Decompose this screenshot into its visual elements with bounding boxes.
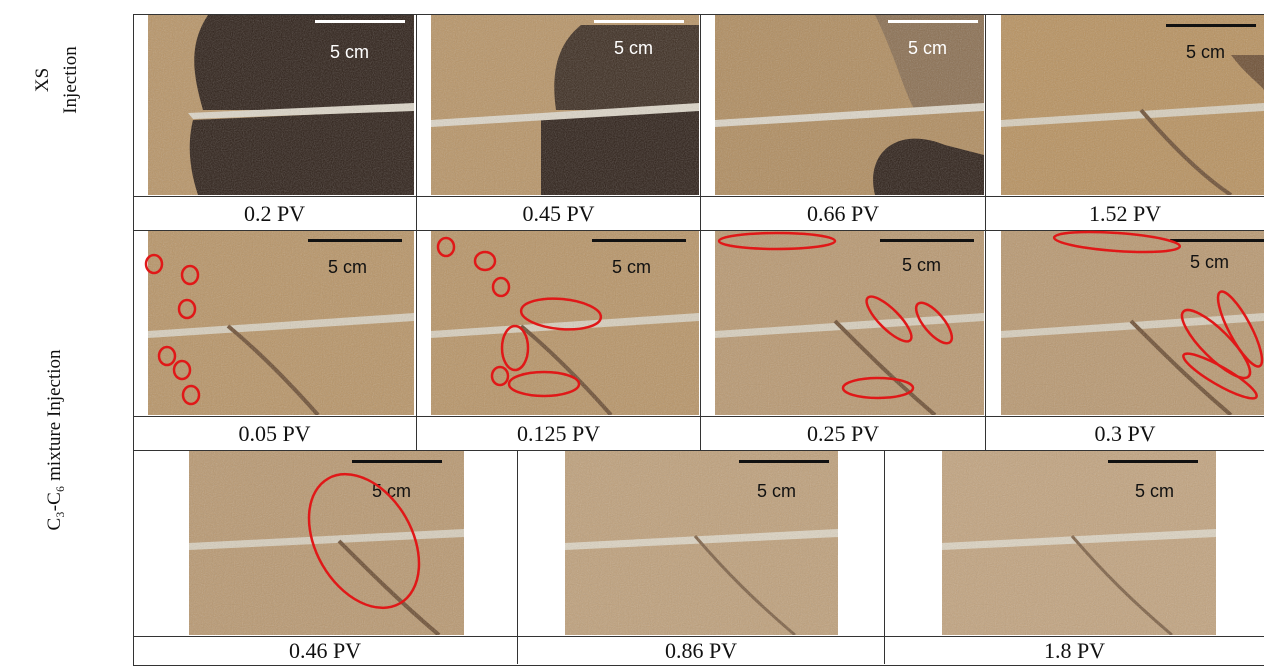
caption-mix-5: 0.46 PV <box>133 637 518 664</box>
scale-label: 5 cm <box>612 257 652 277</box>
scale-label: 5 cm <box>330 42 370 62</box>
caption-xs-3: 0.66 PV <box>701 197 986 230</box>
caption-mix-3: 0.25 PV <box>701 417 986 450</box>
row-label-xs-line2: Injection <box>60 46 81 114</box>
scale-label: 5 cm <box>328 257 368 277</box>
scale-label: 5 cm <box>372 481 412 501</box>
scale-label: 5 cm <box>908 38 948 58</box>
row-label-xs-line1: XS <box>32 67 53 93</box>
caption-xs-2: 0.45 PV <box>417 197 701 230</box>
annotation-overlay-row2 <box>144 230 1264 406</box>
caption-mix-4: 0.3 PV <box>1094 420 1156 446</box>
caption-mix-7: 1.8 PV <box>1043 637 1106 663</box>
photo-xs-1.52pv <box>1001 15 1264 195</box>
photo-mix-0.25pv <box>715 231 984 415</box>
scale-label: 5 cm <box>614 38 654 58</box>
caption-xs-4: 1.52 PV <box>1088 200 1162 226</box>
annotation-overlay-row3 <box>307 472 421 610</box>
caption-mix-2: 0.125 PV <box>417 417 701 450</box>
photo-xs-0.66pv <box>715 15 984 195</box>
scale-label: 5 cm <box>1186 42 1226 62</box>
photo-mix-1.8pv <box>942 451 1216 635</box>
photo-mix-0.3pv <box>1001 231 1264 415</box>
scale-label: 5 cm <box>1190 252 1230 272</box>
scale-label: 5 cm <box>1135 481 1175 501</box>
caption-mix-1: 0.05 PV <box>133 417 417 450</box>
scale-label: 5 cm <box>757 481 797 501</box>
photo-mix-0.86pv <box>565 451 838 635</box>
photo-mix-0.05pv <box>148 231 414 415</box>
row-label-mixture: C₃-C₆ mixture Injection <box>44 349 65 531</box>
photo-mix-0.46pv <box>189 451 464 635</box>
scale-label: 5 cm <box>902 255 942 275</box>
photo-xs-0.2pv <box>148 15 414 195</box>
caption-mix-6: 0.86 PV <box>518 637 885 664</box>
photo-xs-0.45pv <box>431 15 699 195</box>
caption-xs-1: 0.2 PV <box>133 197 417 230</box>
